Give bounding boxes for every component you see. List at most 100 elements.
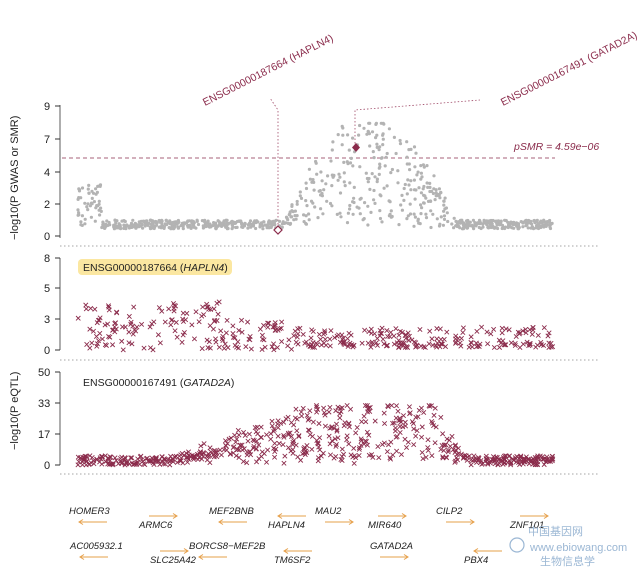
gwas-point xyxy=(77,189,82,193)
gwas-point xyxy=(367,176,371,181)
gwas-point xyxy=(373,201,377,205)
gwas-point xyxy=(336,178,340,182)
eqtl-point xyxy=(201,441,207,447)
gwas-point xyxy=(168,221,172,225)
gwas-point xyxy=(544,221,548,225)
eqtl-point xyxy=(259,347,265,353)
gwas-point xyxy=(454,224,458,228)
eqtl-point xyxy=(366,405,372,411)
eqtl-point xyxy=(404,445,410,451)
eqtl-point xyxy=(90,458,97,464)
gwas-point xyxy=(381,143,385,147)
eqtl-point xyxy=(402,419,408,425)
eqtl-point xyxy=(276,440,282,446)
eqtl-point xyxy=(306,427,312,433)
gwas-point xyxy=(100,225,104,230)
eqtl-point xyxy=(506,327,512,333)
gwas-point xyxy=(419,212,423,216)
gwas-point xyxy=(342,180,346,184)
gwas-point xyxy=(160,218,164,222)
eqtl-point xyxy=(546,344,552,351)
eqtl-point xyxy=(432,440,438,446)
eqtl-point xyxy=(236,454,242,461)
eqtl-point xyxy=(254,459,260,465)
eqtl-point xyxy=(452,443,458,449)
gwas-point xyxy=(170,225,174,229)
gwas-point xyxy=(243,222,247,226)
gwas-point xyxy=(291,210,295,214)
eqtl-point xyxy=(520,328,526,334)
gwas-point xyxy=(261,224,265,228)
eqtl-point xyxy=(308,335,314,341)
eqtl-point xyxy=(278,325,284,331)
gwas-point xyxy=(342,160,346,164)
gwas-point xyxy=(93,219,97,223)
gwas-point xyxy=(358,165,362,169)
gwas-point xyxy=(86,202,90,206)
gwas-point xyxy=(416,217,420,221)
gwas-point xyxy=(247,223,251,227)
eqtl-point xyxy=(87,345,93,351)
eqtl2-yticks: 50 33 17 0 xyxy=(38,367,60,472)
gwas-point xyxy=(406,178,410,182)
gwas-point xyxy=(349,156,353,160)
eqtl-point xyxy=(250,445,257,451)
eqtl-point xyxy=(126,340,132,346)
eqtl-point xyxy=(167,457,173,463)
eqtl-point xyxy=(297,325,303,331)
gwas-point xyxy=(329,159,333,163)
eqtl-point xyxy=(342,420,348,426)
eqtl-point xyxy=(363,419,369,425)
gwas-point xyxy=(412,224,416,228)
gwas-point xyxy=(527,221,531,225)
eqtl-point xyxy=(232,432,238,438)
gwas-point xyxy=(357,133,361,137)
eqtl-point xyxy=(253,446,259,452)
eqtl-point xyxy=(176,453,182,459)
gwas-point xyxy=(304,221,308,226)
eqtl-point xyxy=(130,331,136,337)
gwas-point xyxy=(152,226,156,231)
eqtl-point xyxy=(396,332,402,338)
eqtl-point xyxy=(329,425,335,431)
gwas-point xyxy=(397,223,401,227)
eqtl-point xyxy=(385,333,391,340)
eqtl-point xyxy=(224,447,230,453)
gwas-point xyxy=(379,156,383,160)
gene-label: BORCS8−MEF2B xyxy=(189,541,266,552)
eqtl-point xyxy=(466,344,472,350)
eqtl-point xyxy=(501,342,507,348)
eqtl-point xyxy=(316,421,322,427)
eqtl-point xyxy=(95,338,101,344)
eqtl-point xyxy=(233,453,239,459)
gwas-point xyxy=(351,136,355,140)
eqtl-point xyxy=(320,450,326,456)
gwas-point xyxy=(425,181,429,185)
eqtl-point xyxy=(485,341,491,347)
gene-arrow xyxy=(160,548,189,554)
gwas-point xyxy=(378,145,382,149)
gene-arrow xyxy=(378,513,407,519)
eqtl-point xyxy=(413,433,419,439)
eqtl-point xyxy=(75,462,81,468)
gene-arrow xyxy=(446,519,475,525)
eqtl-point xyxy=(468,334,474,340)
smr-threshold-label: pSMR = 4.59e−06 xyxy=(513,141,599,153)
eqtl-point xyxy=(398,452,404,458)
gwas-point xyxy=(131,223,135,227)
eqtl-point xyxy=(433,424,439,430)
eqtl-point xyxy=(200,450,206,456)
gwas-point xyxy=(431,191,435,196)
gwas-point xyxy=(328,201,333,206)
gwas-point xyxy=(378,162,382,166)
gwas-point xyxy=(76,197,80,201)
gwas-point xyxy=(176,220,180,225)
gene-label: SLC25A42 xyxy=(150,555,197,566)
gwas-point xyxy=(343,184,347,188)
eqtl-point xyxy=(236,432,242,438)
gene-label: GATAD2A xyxy=(370,541,413,552)
eqtl-point xyxy=(286,337,292,343)
eqtl-point xyxy=(179,339,185,345)
eqtl-point xyxy=(94,457,100,463)
gwas-point xyxy=(352,185,356,189)
